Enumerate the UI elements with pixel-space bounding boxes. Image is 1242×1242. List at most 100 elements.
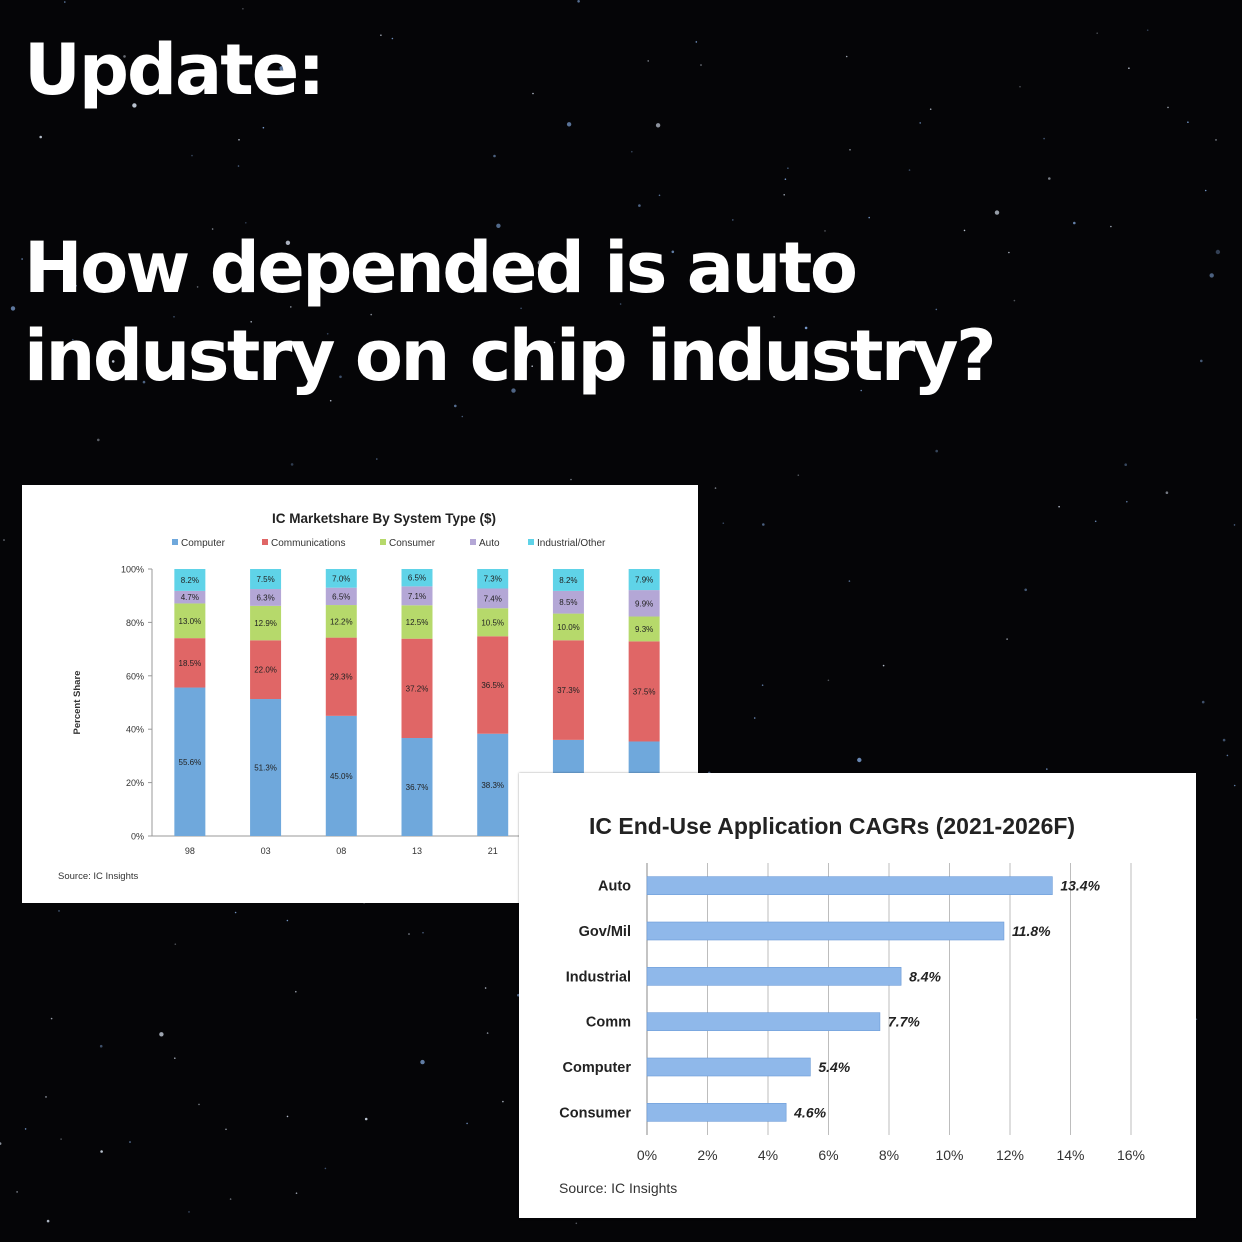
star	[21, 258, 23, 260]
bar-segment	[174, 687, 206, 836]
x-tick-label: 13	[412, 846, 422, 856]
data-label: 12.2%	[330, 617, 353, 626]
star	[461, 415, 464, 418]
data-label: 6.5%	[332, 592, 350, 601]
cagr-horizontal-bar-chart: IC End-Use Application CAGRs (2021-2026F…	[559, 813, 1145, 1196]
star	[882, 664, 885, 667]
star	[45, 1096, 47, 1098]
star	[198, 1103, 200, 1106]
star	[753, 717, 756, 719]
star	[295, 990, 297, 993]
y-tick-label: 40%	[126, 725, 144, 735]
x-tick-label: 16%	[1117, 1147, 1145, 1163]
x-tick-label: 14%	[1056, 1147, 1084, 1163]
star	[16, 1191, 18, 1193]
data-label: 55.6%	[179, 758, 202, 767]
star	[24, 1128, 27, 1130]
chart-title: IC Marketshare By System Type ($)	[272, 511, 496, 526]
bar-segment	[628, 616, 660, 642]
star	[1222, 738, 1226, 742]
bar-segment	[628, 641, 660, 742]
star	[380, 34, 382, 36]
star	[211, 228, 214, 230]
star	[174, 943, 177, 945]
star	[575, 1222, 578, 1225]
star	[857, 757, 862, 763]
star	[655, 123, 661, 128]
star	[286, 919, 289, 922]
star	[466, 1122, 468, 1125]
x-tick-label: 98	[185, 846, 195, 856]
value-label: 13.4%	[1060, 878, 1100, 894]
star	[570, 478, 572, 481]
star	[919, 122, 921, 124]
star	[279, 66, 284, 71]
star	[1233, 784, 1236, 787]
bar-segment	[552, 613, 584, 641]
star	[72, 338, 74, 341]
star	[324, 1167, 327, 1170]
star	[994, 210, 1000, 215]
star	[420, 1059, 425, 1065]
star	[493, 154, 496, 158]
bar-segment	[325, 715, 357, 836]
star	[1073, 221, 1076, 225]
legend-swatch	[262, 539, 268, 545]
star	[238, 139, 240, 141]
legend-swatch	[172, 539, 178, 545]
star	[1201, 700, 1205, 704]
star	[3, 539, 5, 541]
y-tick-label: 60%	[126, 671, 144, 681]
star	[1094, 520, 1097, 523]
star	[732, 219, 734, 221]
star	[695, 41, 698, 43]
star	[1024, 588, 1027, 592]
y-category-label: Comm	[586, 1015, 631, 1031]
star	[370, 313, 373, 316]
y-category-label: Consumer	[559, 1105, 631, 1121]
star	[935, 308, 938, 311]
x-tick-label: 10%	[935, 1147, 963, 1163]
headline-question: How depended is auto industry on chip ind…	[24, 224, 997, 400]
star	[703, 270, 706, 273]
star	[577, 0, 580, 3]
star	[1058, 505, 1060, 508]
star	[100, 1150, 103, 1153]
star	[1124, 463, 1127, 467]
headline-update: Update:	[24, 29, 325, 111]
star	[391, 37, 394, 40]
star	[827, 679, 830, 682]
data-label: 7.1%	[408, 592, 426, 601]
star	[295, 1192, 298, 1194]
data-label: 37.2%	[406, 684, 429, 693]
bar-segment	[174, 603, 206, 639]
star	[797, 474, 800, 477]
star	[1048, 177, 1051, 180]
data-label: 7.9%	[635, 576, 653, 585]
data-label: 18.5%	[179, 659, 202, 668]
star	[10, 306, 16, 311]
data-label: 6.5%	[408, 574, 426, 583]
bar-segment	[628, 590, 660, 617]
star	[486, 1032, 489, 1034]
data-label: 10.0%	[557, 623, 580, 632]
star	[46, 1219, 50, 1223]
star	[1110, 225, 1112, 228]
bar-segment	[250, 699, 282, 836]
star	[1200, 359, 1203, 363]
data-label: 36.7%	[406, 783, 429, 792]
star	[97, 438, 100, 442]
star	[1043, 137, 1045, 140]
star	[339, 375, 342, 379]
star	[147, 274, 150, 277]
star	[824, 230, 826, 232]
star	[520, 307, 522, 310]
star	[50, 1017, 53, 1020]
data-label: 37.3%	[557, 686, 580, 695]
star	[159, 1032, 164, 1037]
star	[1013, 299, 1016, 302]
star	[1204, 189, 1207, 192]
star	[1165, 491, 1169, 495]
bar-segment	[552, 590, 584, 614]
legend-label: Consumer	[389, 538, 436, 549]
